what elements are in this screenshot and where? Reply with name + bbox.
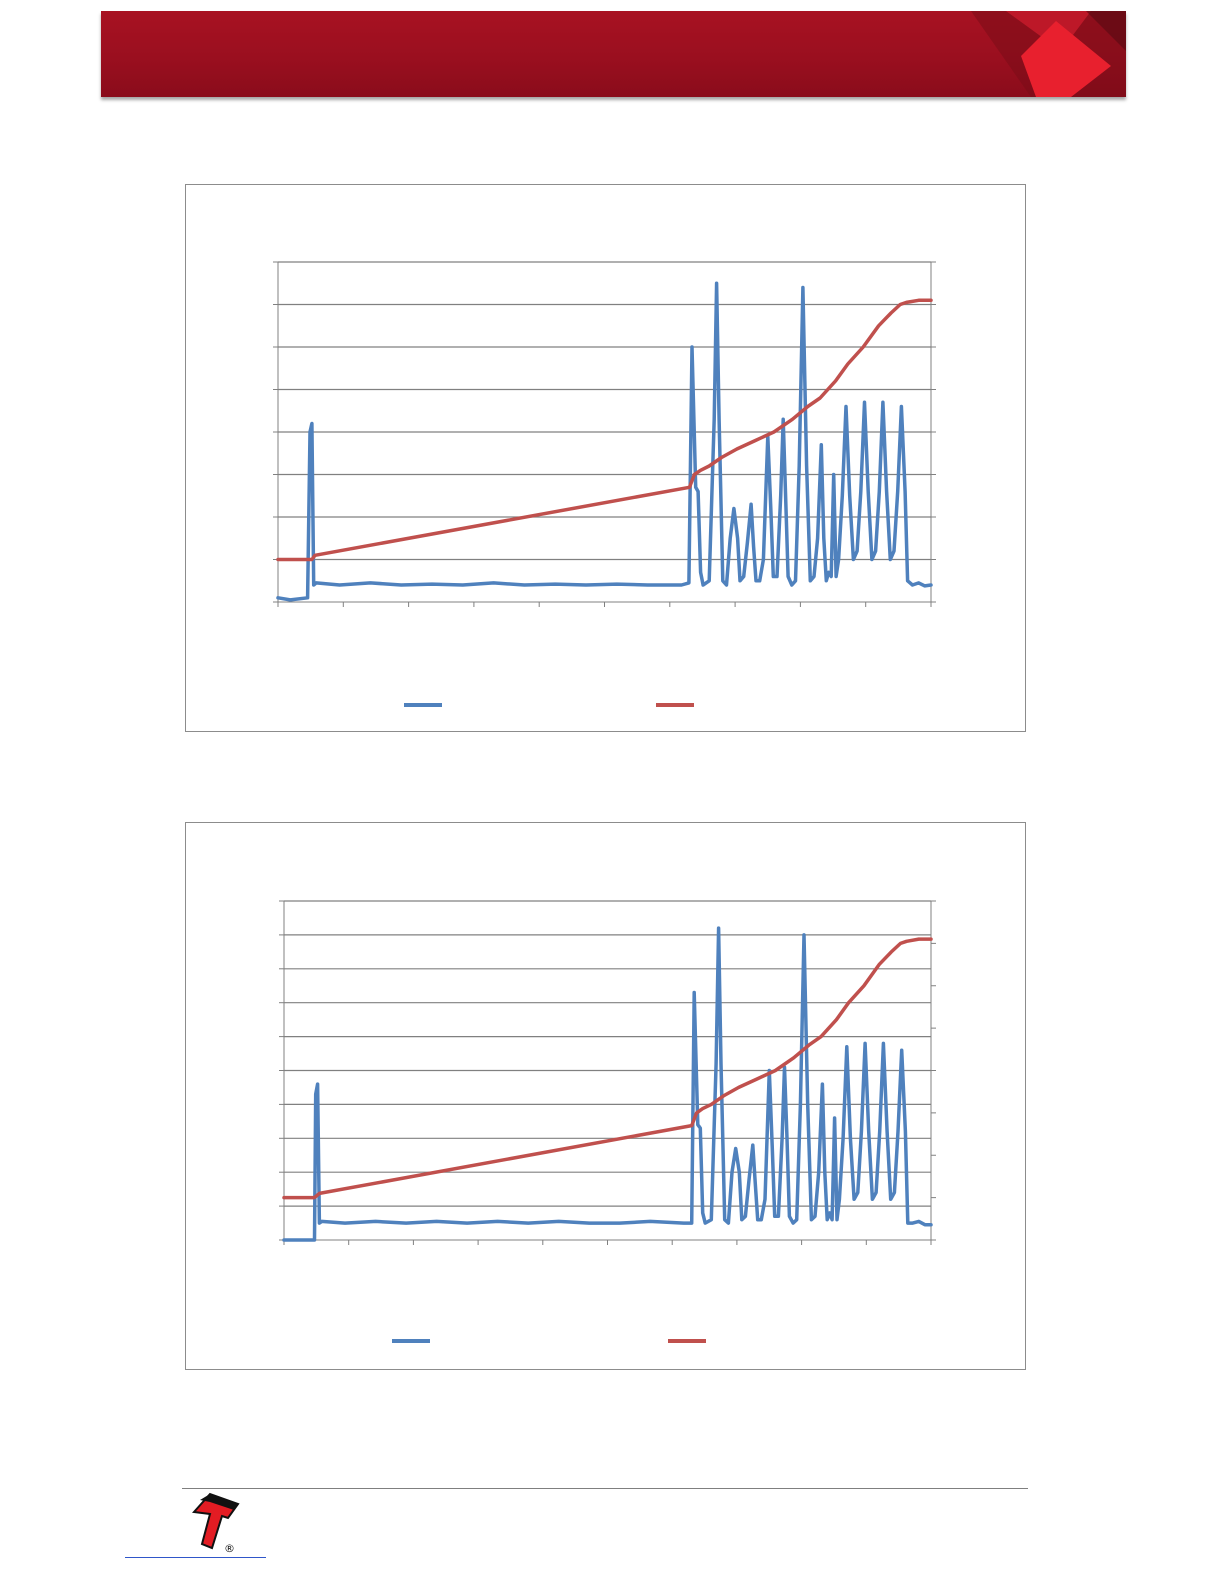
series-red-line [276,298,933,562]
chart-1-plot [273,261,936,707]
header-accent-shape [1021,21,1111,97]
registered-mark: ® [224,1542,235,1554]
series-blue-line [276,281,933,602]
header-graphic [971,11,1126,97]
series-red-line [282,937,933,1200]
chart-2 [185,822,1026,1370]
header-corner-shape [1086,11,1126,51]
chart-2-plot [279,900,936,1343]
chart-1 [185,184,1026,732]
footer-link-underline[interactable] [125,1557,266,1558]
company-logo-icon: ® [191,1492,240,1554]
header-band [101,11,1126,97]
series-blue-line [282,926,933,1242]
footer-rule [182,1488,1028,1489]
